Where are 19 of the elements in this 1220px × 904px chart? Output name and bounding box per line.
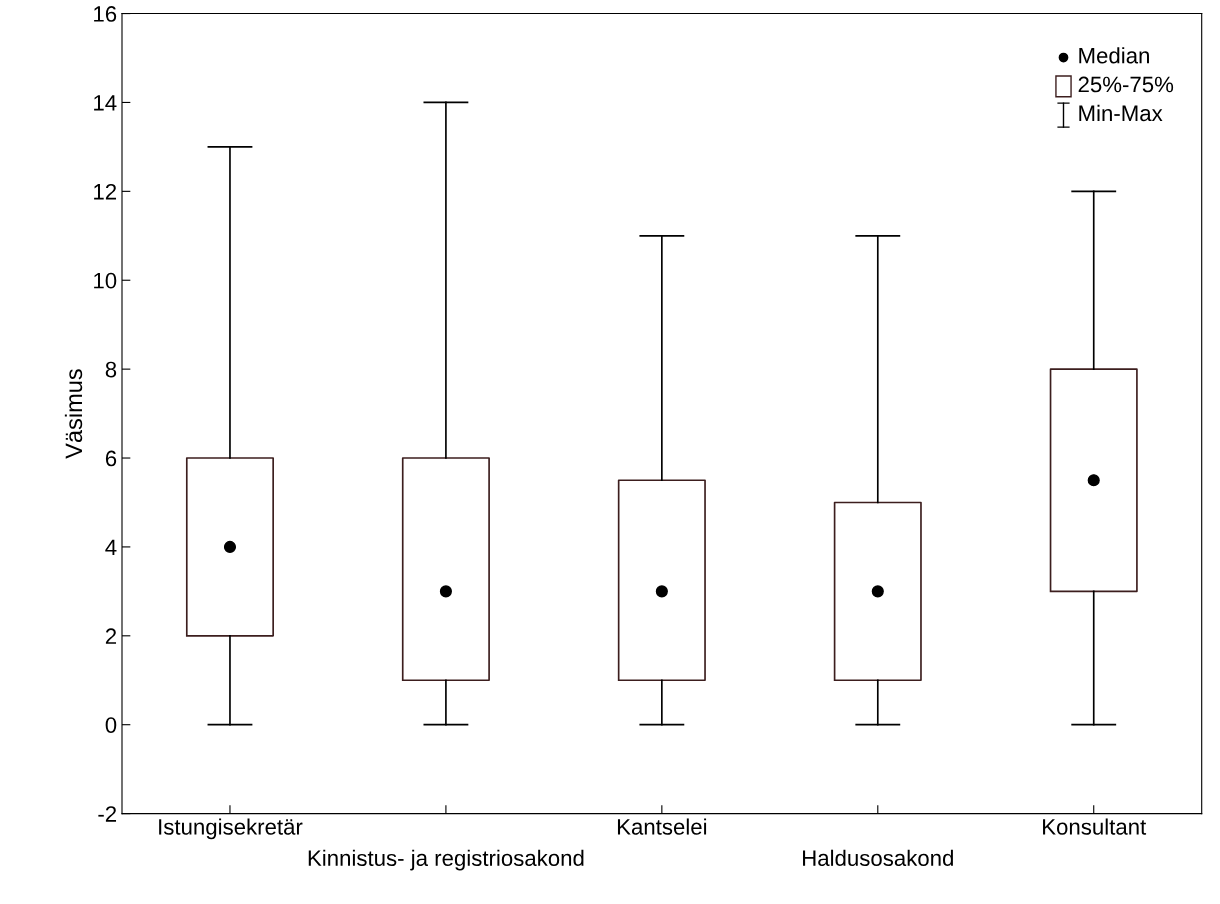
y-tick-label: 10: [94, 272, 117, 289]
annotation: Min-Max: [1079, 104, 1163, 122]
y-tick-label: -2: [98, 806, 117, 822]
y-tick-label: 8: [105, 361, 117, 378]
x-tick-label: Kantselei: [617, 818, 707, 835]
y-tick-label: 2: [105, 628, 117, 644]
y-tick-label: 0: [105, 717, 117, 733]
x-tick-label: Istungisekretär: [159, 818, 303, 840]
y-tick-label: 12: [94, 183, 117, 200]
y-tick-label: 4: [105, 539, 117, 555]
x-tick-label: Konsultant: [1043, 818, 1147, 835]
annotation: Median: [1079, 47, 1149, 64]
x-tick-label: Haldusosakond: [803, 849, 953, 867]
annotation: 25%-75%: [1078, 76, 1174, 93]
y-tick-label: 16: [94, 6, 117, 22]
x-tick-label: Kinnistus- ja registriosakond: [308, 849, 584, 871]
y-tick-label: 14: [94, 95, 117, 111]
y-tick-label: 6: [105, 450, 117, 467]
y-axis-title: Väsimus: [64, 369, 83, 459]
